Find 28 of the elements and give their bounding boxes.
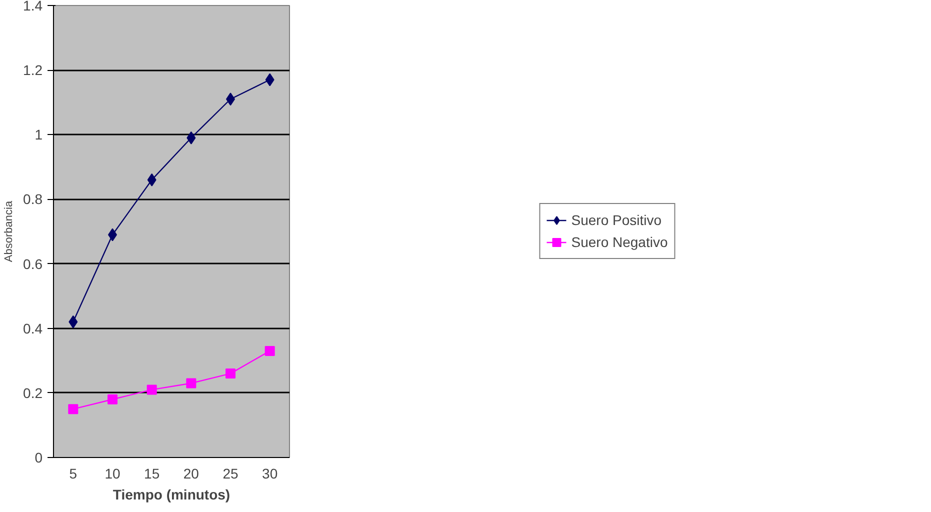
point: [146, 384, 157, 395]
y-tick-label: 1: [34, 126, 43, 143]
legend-label: Suero Negativo: [571, 234, 668, 250]
x-axis-title: Tiempo (minutos): [112, 486, 230, 502]
y-tick-label: 0.4: [23, 320, 43, 336]
y-tick-label: 0.6: [23, 256, 43, 272]
y-tick-label: 1.4: [23, 0, 43, 14]
y-tick-label: 0: [34, 450, 43, 466]
y-tick-label: 1.2: [23, 62, 43, 78]
point: [186, 131, 196, 144]
legend-label: Suero Positivo: [571, 212, 662, 228]
y-tick-label: 0.8: [23, 191, 43, 208]
x-tick-label: 5: [69, 466, 78, 482]
point: [68, 404, 78, 414]
point: [108, 394, 118, 404]
y-tick-label: 0.2: [23, 384, 43, 401]
point: [68, 315, 78, 328]
y-axis-title: Absorbancia: [3, 200, 16, 262]
point: [186, 378, 196, 388]
point: [147, 173, 156, 186]
x-tick-label: 30: [262, 466, 278, 482]
point: [264, 346, 275, 356]
x-tick-label: 20: [183, 466, 200, 482]
x-tick-label: 10: [104, 466, 120, 482]
point: [265, 73, 274, 86]
point: [226, 368, 236, 379]
x-tick-label: 15: [144, 466, 160, 482]
x-tick-label: 25: [222, 466, 238, 482]
